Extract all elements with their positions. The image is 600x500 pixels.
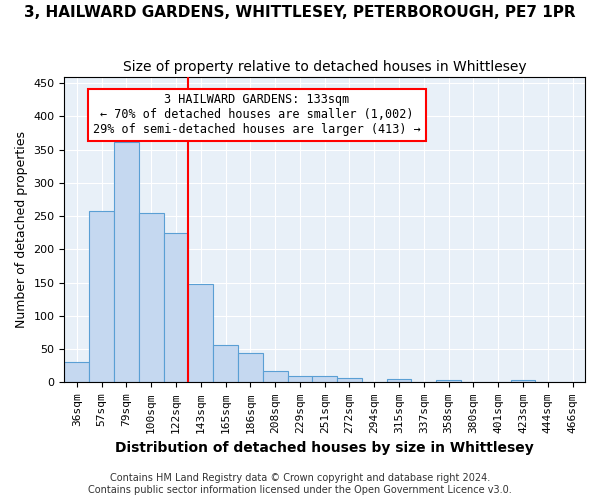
Bar (164, 234, 188, 382)
Y-axis label: Number of detached properties: Number of detached properties (15, 131, 28, 328)
Bar (213, 344, 238, 383)
Bar (89, 211, 114, 382)
Bar (114, 142, 139, 382)
Bar (188, 284, 213, 382)
Bar (436, 380, 461, 382)
Bar (386, 379, 412, 382)
Bar (64, 362, 89, 382)
Text: 3 HAILWARD GARDENS: 133sqm
← 70% of detached houses are smaller (1,002)
29% of s: 3 HAILWARD GARDENS: 133sqm ← 70% of deta… (93, 94, 421, 136)
X-axis label: Distribution of detached houses by size in Whittlesey: Distribution of detached houses by size … (115, 441, 534, 455)
Text: 3, HAILWARD GARDENS, WHITTLESEY, PETERBOROUGH, PE7 1PR: 3, HAILWARD GARDENS, WHITTLESEY, PETERBO… (24, 5, 576, 20)
Bar (511, 380, 535, 382)
Bar (287, 376, 313, 382)
Bar (313, 376, 337, 382)
Text: Contains HM Land Registry data © Crown copyright and database right 2024.
Contai: Contains HM Land Registry data © Crown c… (88, 474, 512, 495)
Bar (337, 378, 362, 382)
Bar (139, 213, 164, 382)
Bar (263, 371, 287, 382)
Title: Size of property relative to detached houses in Whittlesey: Size of property relative to detached ho… (123, 60, 527, 74)
Bar (238, 353, 263, 382)
